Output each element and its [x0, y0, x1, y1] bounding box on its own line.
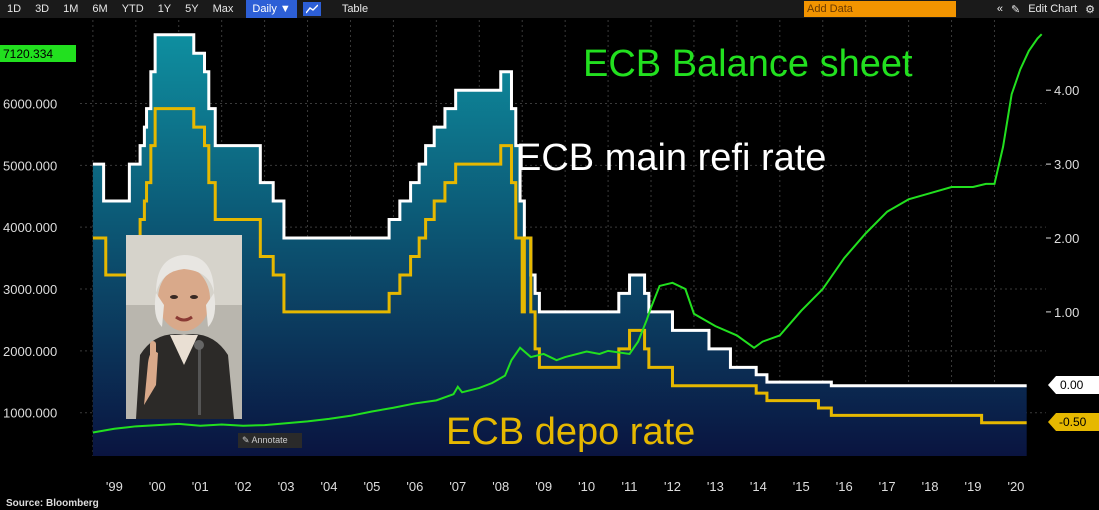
x-tick-label: '03 [278, 479, 295, 494]
x-tick-label: '02 [235, 479, 252, 494]
balance-sheet-annotation: ECB Balance sheet [583, 43, 913, 85]
x-axis-ticks: '99 '00 '01 '02 '03 '04 '05 '06 '07 '08 '09 '10 '11 '… [106, 479, 1025, 494]
toolbar-right: « ✎ Edit Chart ⚙ [997, 0, 1095, 18]
left-tick-label: 5000.000 [3, 158, 57, 173]
x-tick-label: '10 [578, 479, 595, 494]
x-tick-label: '18 [922, 479, 939, 494]
x-tick-label: '08 [492, 479, 509, 494]
x-tick-label: '06 [406, 479, 423, 494]
range-5y-button[interactable]: 5Y [185, 3, 199, 15]
left-tick-label: 3000.000 [3, 282, 57, 297]
range-3d-button[interactable]: 3D [35, 3, 50, 15]
lagarde-photo [126, 235, 242, 419]
left-tick-label: 4000.000 [3, 220, 57, 235]
right-tick-label: 1.00 [1054, 305, 1079, 320]
x-tick-label: '20 [1007, 479, 1024, 494]
balance-last-value: 7120.334 [3, 47, 53, 61]
x-tick-label: '12 [664, 479, 681, 494]
x-tick-label: '05 [363, 479, 380, 494]
x-tick-label: '16 [836, 479, 853, 494]
frequency-dropdown[interactable]: Daily ▼ [246, 0, 297, 18]
left-tick-label: 1000.000 [3, 406, 57, 421]
left-tick-label: 6000.000 [3, 96, 57, 111]
range-1d-button[interactable]: 1D [7, 3, 22, 15]
refi-line [92, 33, 1027, 388]
collapse-icon[interactable]: « [996, 3, 1003, 15]
x-tick-label: '01 [192, 479, 209, 494]
pencil-icon[interactable]: ✎ [1010, 3, 1021, 16]
range-1m-button[interactable]: 1M [63, 3, 79, 15]
balance-last-value-tag: 7120.334 [0, 45, 76, 62]
x-tick-label: '19 [965, 479, 982, 494]
x-tick-label: '07 [449, 479, 466, 494]
add-data-input[interactable]: Add Data [804, 1, 956, 17]
x-tick-label: '00 [149, 479, 166, 494]
right-axis-ticks: 1.00 2.00 3.00 4.00 [1046, 83, 1079, 320]
x-tick-label: '09 [535, 479, 552, 494]
range-ytd-button[interactable]: YTD [121, 3, 144, 15]
depo-last-value: -0.50 [1059, 415, 1087, 429]
left-axis-ticks: 1000.000 2000.000 3000.000 4000.000 5000.000… [3, 96, 57, 420]
settings-icon[interactable]: ⚙ [1085, 3, 1095, 16]
x-tick-label: '11 [622, 479, 638, 494]
x-tick-label: '04 [321, 479, 338, 494]
balance-sheet-line [92, 33, 1043, 434]
x-tick-label: '99 [106, 479, 123, 494]
annotate-label: Annotate [251, 435, 288, 445]
x-tick-label: '14 [750, 479, 767, 494]
refi-area-fill [92, 34, 1027, 456]
x-tick-label: '17 [879, 479, 896, 494]
line-chart-icon[interactable] [302, 2, 321, 16]
right-tick-label: 4.00 [1054, 83, 1079, 98]
range-max-button[interactable]: Max [212, 3, 234, 15]
left-tick-label: 2000.000 [3, 344, 57, 359]
range-6m-button[interactable]: 6M [92, 3, 108, 15]
right-tick-label: 2.00 [1054, 231, 1079, 246]
depo-last-value-tag: -0.50 [1048, 413, 1099, 431]
x-tick-label: '13 [707, 479, 724, 494]
depo-line [92, 107, 1027, 425]
annotate-button[interactable]: ✎ Annotate [238, 433, 302, 448]
edit-chart-button[interactable]: Edit Chart [1028, 3, 1078, 15]
x-tick-label: '15 [793, 479, 810, 494]
refi-last-value: 0.00 [1060, 378, 1084, 392]
table-button[interactable]: Table [341, 3, 369, 15]
range-1y-button[interactable]: 1Y [157, 3, 172, 15]
refi-annotation: ECB main refi rate [516, 137, 826, 179]
source-caption: Source: Bloomberg [6, 498, 99, 509]
refi-last-value-tag: 0.00 [1048, 376, 1099, 394]
depo-annotation: ECB depo rate [446, 411, 695, 453]
right-tick-label: 3.00 [1054, 157, 1079, 172]
